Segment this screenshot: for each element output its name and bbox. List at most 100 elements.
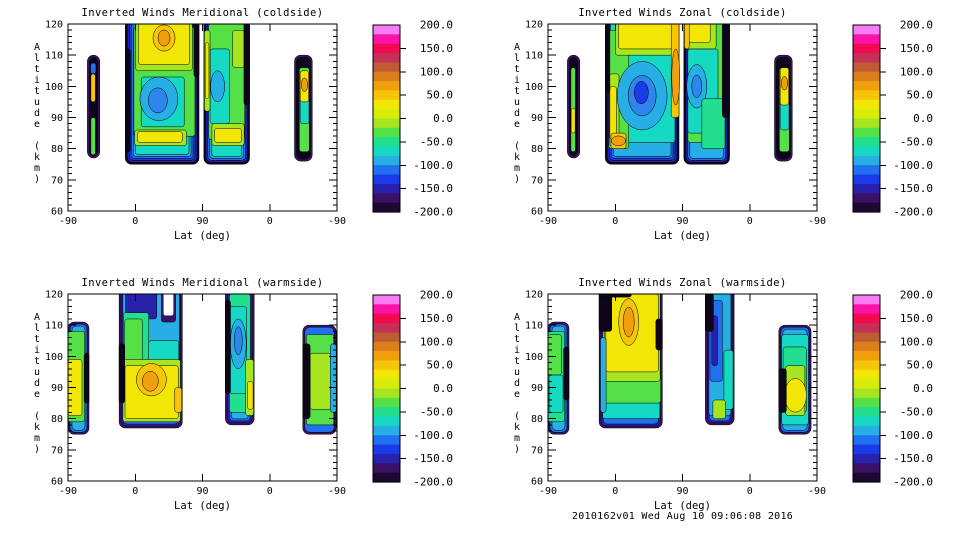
x-tick-label: 0 xyxy=(747,486,753,497)
y-tick-label: 80 xyxy=(51,414,63,425)
colorbar-label: -150.0 xyxy=(413,452,453,465)
svg-text:t: t xyxy=(34,356,40,367)
y-tick-label: 90 xyxy=(51,383,63,394)
colorbar-label: -150.0 xyxy=(413,182,453,195)
x-tick-label: 0 xyxy=(267,486,273,497)
x-axis-label: Lat (deg) xyxy=(654,230,711,242)
colorbar-label: 150.0 xyxy=(420,312,453,325)
x-tick-label: 0 xyxy=(612,486,618,497)
y-tick-label: 70 xyxy=(531,445,543,456)
panel-title: Inverted Winds Zonal (coldside) xyxy=(578,7,786,19)
colorbar-label: -100.0 xyxy=(893,159,933,172)
panel-title: Inverted Winds Meridional (warmside) xyxy=(82,277,324,289)
svg-text:i: i xyxy=(514,345,520,356)
colorbar-label: -200.0 xyxy=(413,206,453,219)
colorbar-label: 100.0 xyxy=(420,335,453,348)
colorbar-label: 150.0 xyxy=(900,42,933,55)
svg-text:d: d xyxy=(514,378,520,389)
svg-text:k: k xyxy=(34,422,40,433)
y-tick-label: 80 xyxy=(531,414,543,425)
colorbar-label: 200.0 xyxy=(900,289,933,302)
x-tick-label: -90 xyxy=(808,486,826,497)
x-tick-label: 90 xyxy=(676,216,688,227)
svg-text:A: A xyxy=(34,42,40,53)
y-tick-label: 100 xyxy=(45,352,63,363)
axes: 60 70 80 90 100 110 120 -90 0 90 0 -90 xyxy=(45,20,346,228)
svg-text:): ) xyxy=(514,174,520,185)
svg-text:A: A xyxy=(514,312,520,323)
y-tick-label: 60 xyxy=(531,477,543,488)
x-tick-label: -90 xyxy=(59,486,77,497)
colorbar-label: -50.0 xyxy=(900,135,933,148)
colorbar-label: 200.0 xyxy=(900,19,933,32)
x-tick-label: -90 xyxy=(328,216,346,227)
svg-text:d: d xyxy=(34,378,40,389)
x-tick-label: 90 xyxy=(196,216,208,227)
colorbar-label: -50.0 xyxy=(900,405,933,418)
y-tick-label: 110 xyxy=(45,321,63,332)
y-tick-label: 100 xyxy=(45,82,63,93)
y-tick-label: 120 xyxy=(525,20,543,31)
svg-text:l: l xyxy=(34,323,40,334)
y-tick-label: 90 xyxy=(51,113,63,124)
colorbar: 200.0 150.0 100.0 50.0 0.0 -50.0 -100.0 -150.0 -… xyxy=(372,289,454,489)
panel-title: Inverted Winds Zonal (warmside) xyxy=(578,277,786,289)
y-tick-label: 70 xyxy=(531,175,543,186)
y-tick-label: 80 xyxy=(51,144,63,155)
y-tick-label: 120 xyxy=(45,20,63,31)
colorbar: 200.0 150.0 100.0 50.0 0.0 -50.0 -100.0 -150.0 -… xyxy=(852,19,934,219)
svg-text:e: e xyxy=(514,119,520,130)
contour-field xyxy=(567,24,793,165)
svg-text:m: m xyxy=(514,163,520,174)
colorbar: 200.0 150.0 100.0 50.0 0.0 -50.0 -100.0 -150.0 -… xyxy=(372,19,453,219)
colorbar-label: -50.0 xyxy=(420,405,453,418)
svg-text:d: d xyxy=(34,108,40,119)
svg-text:u: u xyxy=(34,97,40,108)
x-tick-label: 0 xyxy=(132,486,138,497)
colorbar-label: 50.0 xyxy=(907,89,934,102)
y-tick-label: 100 xyxy=(525,352,543,363)
svg-text:l: l xyxy=(514,53,520,64)
y-tick-label: 120 xyxy=(525,290,543,301)
x-tick-label: 0 xyxy=(132,216,138,227)
contour-field xyxy=(87,24,313,165)
colorbar-label: 50.0 xyxy=(427,359,454,372)
svg-text:(: ( xyxy=(34,141,40,152)
colorbar-label: -150.0 xyxy=(893,452,933,465)
svg-text:k: k xyxy=(514,152,520,163)
colorbar-label: -200.0 xyxy=(893,206,933,219)
svg-text:A: A xyxy=(514,42,520,53)
contour-field xyxy=(68,294,337,435)
colorbar-label: 0.0 xyxy=(433,382,453,395)
x-tick-label: 90 xyxy=(196,486,208,497)
svg-text:m: m xyxy=(34,163,40,174)
x-tick-label: -90 xyxy=(539,486,557,497)
axes: 60 70 80 90 100 110 120 -90 0 90 0 -90 xyxy=(525,290,826,498)
svg-text:t: t xyxy=(34,86,40,97)
svg-text:i: i xyxy=(514,75,520,86)
svg-text:l: l xyxy=(34,53,40,64)
x-tick-label: 0 xyxy=(612,216,618,227)
footer-timestamp: 2010162v01 Wed Aug 10 09:06:08 2016 xyxy=(571,511,794,522)
svg-text:m: m xyxy=(34,433,40,444)
y-tick-label: 90 xyxy=(531,383,543,394)
svg-text:e: e xyxy=(34,389,40,400)
svg-text:(: ( xyxy=(514,411,520,422)
panel-title: Inverted Winds Meridional (coldside) xyxy=(82,7,324,19)
svg-text:e: e xyxy=(514,389,520,400)
y-tick-label: 80 xyxy=(531,144,543,155)
colorbar-label: 100.0 xyxy=(420,65,453,78)
x-axis-label: Lat (deg) xyxy=(174,500,231,512)
y-tick-label: 120 xyxy=(45,290,63,301)
svg-text:d: d xyxy=(514,108,520,119)
y-tick-label: 110 xyxy=(45,51,63,62)
colorbar-label: 0.0 xyxy=(913,112,933,125)
x-tick-label: 0 xyxy=(267,216,273,227)
